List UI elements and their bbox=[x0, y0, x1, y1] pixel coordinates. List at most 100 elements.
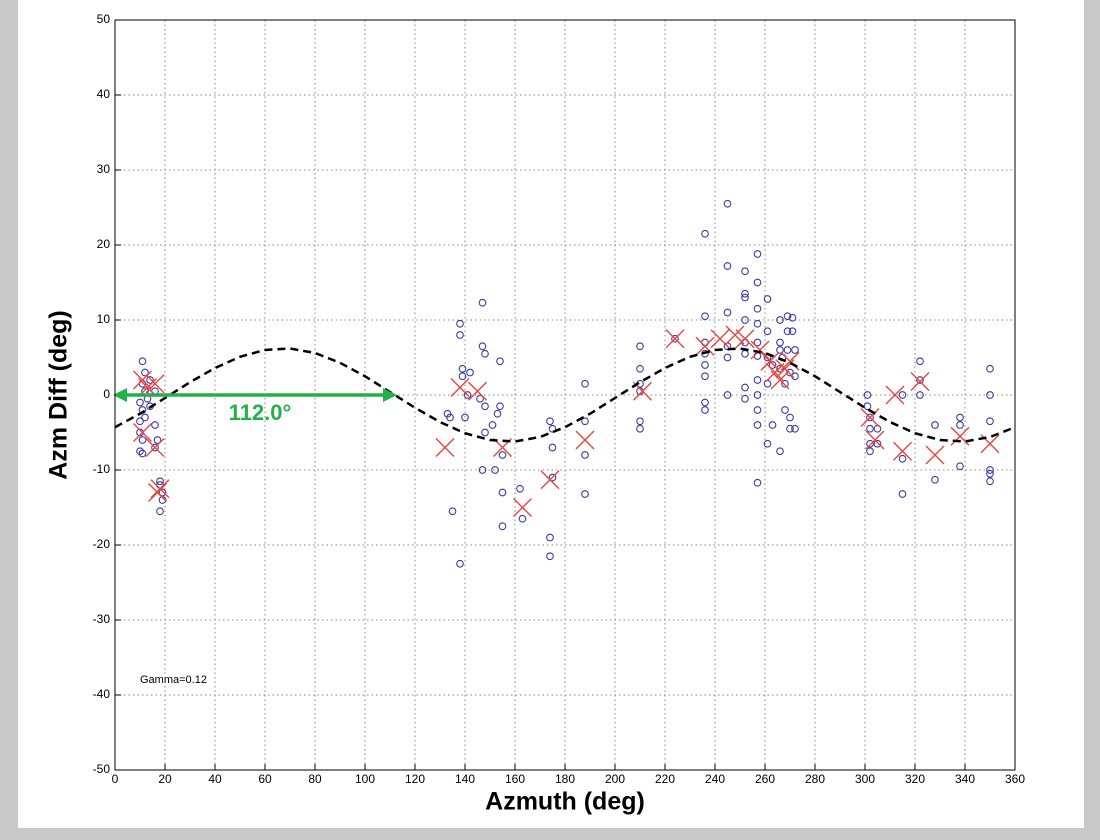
circle-point bbox=[701, 398, 709, 407]
axes-box bbox=[114, 19, 1016, 771]
circle-point bbox=[446, 413, 454, 422]
x-point bbox=[665, 329, 685, 349]
x-tick-label: 260 bbox=[755, 772, 775, 786]
circle-point bbox=[956, 413, 964, 422]
circle-point bbox=[491, 466, 499, 474]
circle-point bbox=[723, 308, 732, 317]
circle-point bbox=[866, 439, 874, 448]
circle-point bbox=[753, 406, 762, 414]
circle-point bbox=[763, 295, 772, 303]
circle-point bbox=[546, 417, 554, 426]
gamma-note: Gamma=0.12 bbox=[140, 674, 207, 686]
circle-point bbox=[493, 409, 502, 418]
x-tick-label: 220 bbox=[655, 772, 675, 786]
x-tick-label: 0 bbox=[112, 772, 119, 786]
circle-point bbox=[156, 477, 164, 486]
circle-point bbox=[986, 391, 994, 399]
x-tick-label: 140 bbox=[455, 772, 475, 786]
circle-point bbox=[873, 439, 882, 448]
x-tick-label: 240 bbox=[705, 772, 725, 786]
circle-point bbox=[456, 331, 464, 339]
circle-point bbox=[498, 488, 507, 497]
x-point bbox=[468, 381, 487, 401]
x-point bbox=[760, 351, 780, 371]
y-tick-label: -40 bbox=[93, 687, 111, 701]
circle-point bbox=[741, 289, 749, 298]
x-point bbox=[540, 470, 560, 490]
x-tick-label: 320 bbox=[905, 772, 925, 786]
circle-point bbox=[478, 298, 487, 307]
x-tick-label: 120 bbox=[405, 772, 425, 786]
circle-point bbox=[496, 402, 504, 411]
x-tick-label: 60 bbox=[258, 772, 272, 786]
circle-point bbox=[478, 466, 487, 474]
x-point bbox=[725, 325, 745, 345]
circle-point bbox=[136, 417, 144, 426]
circle-point bbox=[898, 391, 907, 399]
circle-point bbox=[723, 262, 732, 270]
circle-point bbox=[986, 364, 994, 373]
y-tick-label: -20 bbox=[93, 537, 111, 551]
span-label: 112.0° bbox=[229, 400, 292, 425]
circle-point bbox=[866, 413, 874, 422]
circle-point bbox=[138, 436, 147, 444]
x-axis-label: Azmuth (deg) bbox=[485, 788, 645, 816]
circle-point bbox=[581, 451, 589, 459]
circle-point bbox=[986, 417, 994, 426]
x-tick-label: 40 bbox=[208, 772, 222, 786]
circle-point bbox=[788, 313, 797, 322]
circle-point bbox=[866, 447, 874, 456]
y-tick-label: 0 bbox=[103, 387, 110, 401]
circle-point bbox=[916, 376, 924, 384]
circle-point bbox=[753, 319, 762, 328]
circle-point bbox=[741, 316, 749, 324]
circle-point bbox=[786, 424, 794, 433]
circle-point bbox=[791, 346, 799, 354]
span-arrow-head bbox=[113, 388, 127, 402]
x-tick-label: 20 bbox=[158, 772, 172, 786]
circle-point bbox=[753, 278, 762, 287]
x-tick-label: 360 bbox=[1005, 772, 1025, 786]
y-tick-label: 50 bbox=[97, 12, 111, 26]
circle-point bbox=[866, 424, 874, 433]
circle-point bbox=[931, 421, 939, 429]
circle-point bbox=[141, 368, 149, 377]
circle-point bbox=[516, 484, 524, 493]
circle-point bbox=[636, 424, 644, 433]
circle-point bbox=[931, 475, 939, 484]
circle-point bbox=[723, 353, 732, 362]
circle-point bbox=[478, 342, 487, 351]
fit-curve bbox=[114, 347, 1016, 443]
circle-point bbox=[138, 357, 147, 366]
circle-point bbox=[791, 424, 799, 433]
x-point bbox=[735, 329, 755, 349]
circle-point bbox=[781, 406, 789, 414]
circle-point bbox=[498, 522, 507, 531]
circle-point bbox=[151, 421, 159, 429]
circle-point bbox=[741, 293, 749, 302]
x-tick-label: 80 bbox=[308, 772, 322, 786]
circle-point bbox=[156, 507, 164, 516]
x-point bbox=[925, 445, 945, 465]
y-tick-label: 40 bbox=[97, 87, 111, 101]
circle-point bbox=[768, 361, 777, 369]
circle-point bbox=[783, 346, 792, 354]
circle-point bbox=[546, 533, 554, 542]
circle-point bbox=[136, 398, 144, 407]
circle-point bbox=[636, 417, 644, 426]
circle-point bbox=[741, 267, 749, 276]
x-point bbox=[750, 340, 770, 360]
circle-point bbox=[763, 439, 772, 448]
circle-point bbox=[701, 361, 709, 369]
y-axis-label: Azm Diff (deg) bbox=[45, 310, 73, 479]
circle-point bbox=[151, 443, 159, 452]
circle-point bbox=[548, 424, 557, 433]
circle-point bbox=[753, 250, 762, 258]
circle-point bbox=[916, 357, 924, 366]
circle-point bbox=[496, 357, 504, 366]
marks: 112.0° bbox=[113, 199, 1016, 568]
y-tick-label: 30 bbox=[97, 162, 111, 176]
circle-point bbox=[741, 383, 749, 392]
